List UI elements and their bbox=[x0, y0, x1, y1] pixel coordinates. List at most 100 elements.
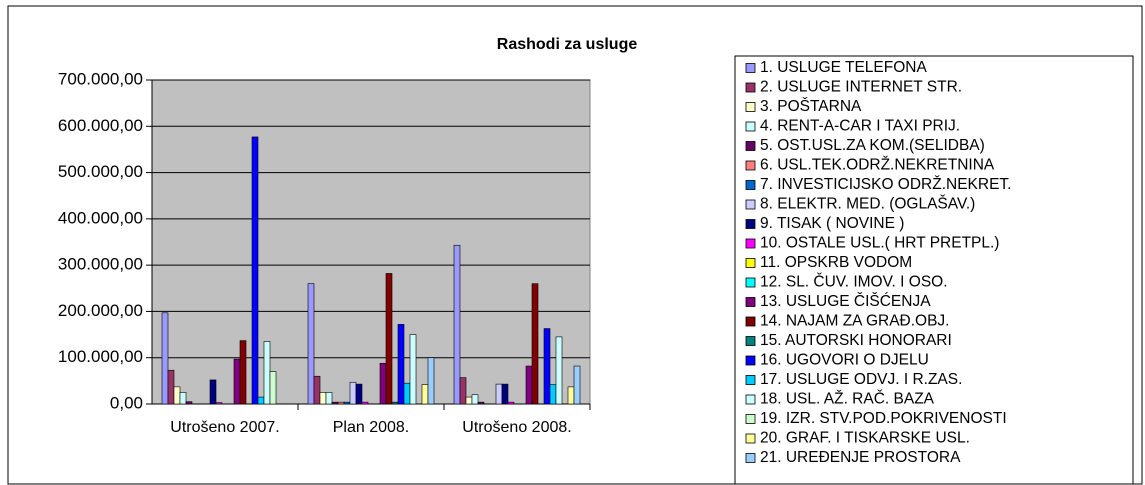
bar bbox=[495, 383, 503, 405]
legend-swatch bbox=[745, 258, 756, 268]
bar bbox=[555, 336, 563, 405]
bar bbox=[269, 371, 277, 405]
legend-label: 13. USLUGE ČIŠĆENJA bbox=[760, 293, 931, 310]
legend-label: 16. UGOVORI O DJELU bbox=[760, 352, 929, 369]
bar bbox=[459, 377, 467, 405]
legend-label: 19. IZR. STV.POD.POKRIVENOSTI bbox=[760, 410, 1007, 427]
legend-label: 14. NAJAM ZA GRAĐ.OBJ. bbox=[760, 313, 950, 330]
legend-swatch bbox=[745, 141, 756, 151]
bar bbox=[465, 396, 473, 405]
legend-label: 9. TISAK ( NOVINE ) bbox=[760, 215, 904, 232]
legend-swatch bbox=[745, 355, 756, 366]
legend-swatch bbox=[745, 375, 756, 385]
bar bbox=[501, 383, 509, 405]
bar bbox=[167, 369, 175, 405]
bar bbox=[427, 357, 435, 405]
legend-swatch bbox=[745, 121, 756, 132]
bar bbox=[525, 365, 533, 405]
bar bbox=[379, 362, 387, 405]
bar bbox=[325, 392, 333, 405]
legend-swatch bbox=[745, 336, 756, 346]
legend-swatch bbox=[745, 238, 756, 249]
y-tick-label: 200.000,00 bbox=[58, 301, 143, 320]
chart-title: Rashodi za usluge bbox=[497, 36, 638, 53]
legend-swatch bbox=[745, 180, 756, 190]
bar bbox=[397, 324, 405, 405]
y-tick-label: 0,00 bbox=[110, 393, 143, 412]
bar bbox=[239, 340, 247, 405]
legend-label: 17. USLUGE ODVJ. I R.ZAS. bbox=[760, 371, 962, 388]
y-tick-label: 700.000,00 bbox=[58, 69, 143, 88]
bar bbox=[391, 401, 399, 405]
legend-swatch bbox=[745, 102, 756, 112]
bar bbox=[179, 392, 187, 405]
legend-swatch bbox=[745, 414, 756, 424]
bar bbox=[233, 358, 241, 405]
bar bbox=[161, 312, 169, 405]
legend-label: 20. GRAF. I TISKARSKE USL. bbox=[760, 430, 970, 447]
legend-label: 10. OSTALE USL.( HRT PRETPL.) bbox=[760, 235, 999, 252]
bar bbox=[567, 386, 575, 405]
legend-label: 3. POŠTARNA bbox=[760, 98, 862, 115]
bar bbox=[385, 273, 393, 405]
legend-label: 7. INVESTICIJSKO ODRŽ.NEKRET. bbox=[760, 176, 1012, 193]
bar bbox=[349, 381, 357, 405]
legend-swatch bbox=[745, 453, 756, 463]
legend-label: 4. RENT-A-CAR I TAXI PRIJ. bbox=[760, 118, 960, 135]
bar bbox=[215, 402, 223, 405]
bar bbox=[313, 375, 321, 405]
legend-label: 12. SL. ČUV. IMOV. I OSO. bbox=[760, 274, 948, 291]
bar bbox=[531, 283, 539, 405]
bar bbox=[185, 401, 193, 405]
legend-label: 11. OPSKRB VODOM bbox=[760, 254, 912, 271]
bar bbox=[549, 384, 557, 405]
y-tick-label: 300.000,00 bbox=[58, 255, 143, 274]
bar bbox=[331, 401, 339, 405]
x-tick-label: Utrošeno 2007. bbox=[170, 419, 280, 436]
legend-swatch bbox=[745, 433, 756, 444]
legend-swatch bbox=[745, 160, 756, 171]
legend-label: 15. AUTORSKI HONORARI bbox=[760, 332, 952, 349]
legend-label: 2. USLUGE INTERNET STR. bbox=[760, 79, 962, 96]
bar bbox=[361, 401, 369, 405]
bar bbox=[257, 396, 265, 405]
legend-swatch bbox=[745, 316, 756, 327]
bar bbox=[453, 244, 461, 405]
plot-area bbox=[151, 79, 591, 405]
legend-swatch bbox=[745, 394, 756, 405]
bar bbox=[355, 383, 363, 405]
bar bbox=[337, 401, 345, 405]
bar bbox=[343, 401, 351, 405]
bar bbox=[263, 341, 271, 405]
bar bbox=[409, 334, 417, 405]
bar bbox=[251, 136, 259, 405]
bar bbox=[573, 365, 581, 405]
y-tick-label: 600.000,00 bbox=[58, 116, 143, 135]
bar bbox=[471, 394, 479, 405]
legend-swatch bbox=[745, 219, 756, 229]
bar bbox=[319, 392, 327, 405]
legend-label: 18. USL. AŽ. RAČ. BAZA bbox=[760, 391, 935, 408]
bar bbox=[477, 401, 485, 405]
bar bbox=[403, 382, 411, 405]
y-tick-label: 500.000,00 bbox=[58, 162, 143, 181]
legend-label: 21. UREĐENJE PROSTORA bbox=[760, 449, 961, 466]
x-tick-label: Utrošeno 2008. bbox=[462, 419, 572, 436]
legend-label: 5. OST.USL.ZA KOM.(SELIDBA) bbox=[760, 137, 985, 154]
legend-swatch bbox=[745, 63, 756, 73]
legend-label: 1. USLUGE TELEFONA bbox=[760, 59, 927, 76]
y-tick-label: 100.000,00 bbox=[58, 347, 143, 366]
bar bbox=[421, 384, 429, 405]
bar bbox=[507, 401, 515, 405]
bar bbox=[543, 328, 551, 405]
bar bbox=[307, 283, 315, 405]
bar bbox=[209, 379, 217, 405]
legend-swatch bbox=[745, 277, 756, 288]
legend-label: 8. ELEKTR. MED. (OGLAŠAV.) bbox=[760, 196, 975, 213]
legend-box bbox=[734, 55, 1134, 485]
bar bbox=[173, 386, 181, 405]
legend-swatch bbox=[745, 82, 756, 93]
x-tick-label: Plan 2008. bbox=[332, 419, 410, 436]
